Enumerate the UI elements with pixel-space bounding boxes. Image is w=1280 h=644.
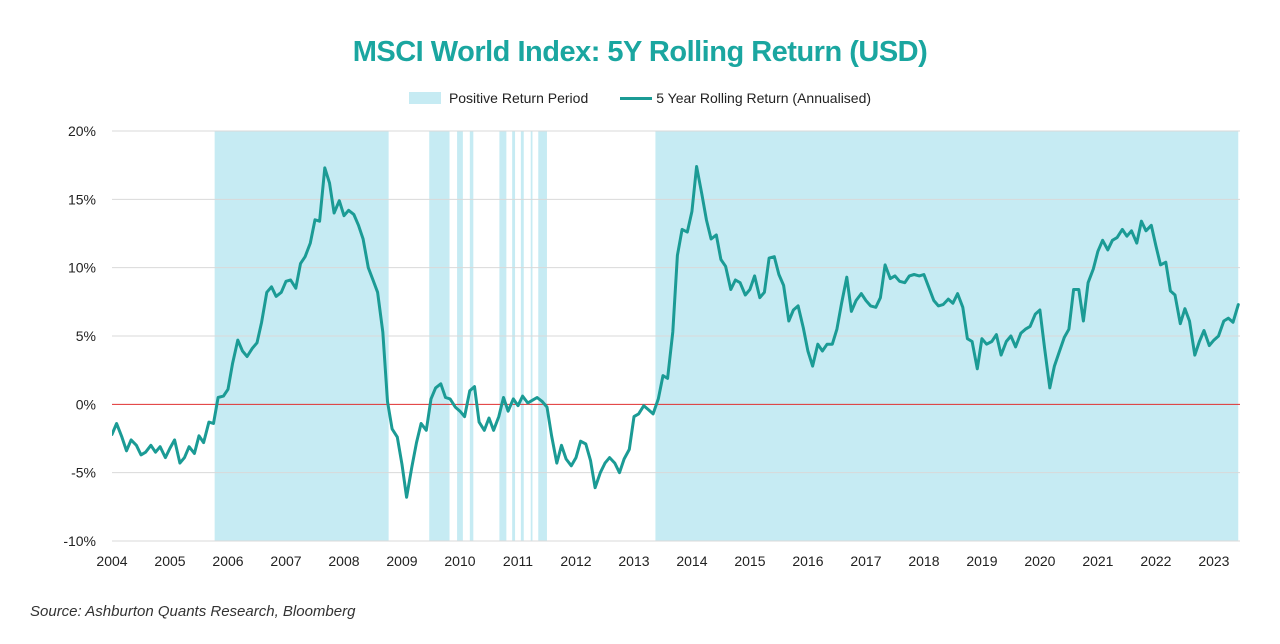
x-tick-label-19: 2023 xyxy=(1198,553,1229,569)
chart-legend: Positive Return Period 5 Year Rolling Re… xyxy=(0,90,1280,106)
x-tick-label-16: 2020 xyxy=(1024,553,1055,569)
x-tick-label-4: 2008 xyxy=(328,553,359,569)
legend-label-positive-period: Positive Return Period xyxy=(448,90,589,106)
x-tick-label-5: 2009 xyxy=(386,553,417,569)
y-tick-label-2: 0% xyxy=(76,396,96,412)
x-tick-label-12: 2016 xyxy=(792,553,823,569)
x-tick-label-7: 2011 xyxy=(503,553,533,569)
legend-swatch-area xyxy=(408,92,441,104)
x-tick-label-8: 2012 xyxy=(560,553,591,569)
x-tick-label-11: 2015 xyxy=(734,553,765,569)
x-tick-label-14: 2018 xyxy=(908,553,939,569)
y-tick-label-0: -10% xyxy=(63,533,96,549)
x-tick-label-10: 2014 xyxy=(676,553,707,569)
y-tick-label-1: -5% xyxy=(71,465,96,481)
legend-label-rolling-return: 5 Year Rolling Return (Annualised) xyxy=(656,90,872,106)
x-tick-label-2: 2006 xyxy=(212,553,243,569)
x-tick-label-9: 2013 xyxy=(618,553,649,569)
x-tick-label-0: 2004 xyxy=(96,553,127,569)
legend-item-positive-period: Positive Return Period xyxy=(408,90,589,106)
legend-item-rolling-return: 5 Year Rolling Return (Annualised) xyxy=(620,90,871,106)
x-tick-label-15: 2019 xyxy=(966,553,997,569)
x-tick-label-13: 2017 xyxy=(850,553,881,569)
source-note: Source: Ashburton Quants Research, Bloom… xyxy=(30,603,356,620)
x-tick-label-1: 2005 xyxy=(154,553,185,569)
y-tick-label-3: 5% xyxy=(76,328,96,344)
x-tick-label-6: 2010 xyxy=(444,553,475,569)
y-tick-label-4: 10% xyxy=(68,260,96,276)
y-tick-label-5: 15% xyxy=(68,191,96,207)
y-tick-label-6: 20% xyxy=(68,123,96,139)
x-tick-label-18: 2022 xyxy=(1140,553,1171,569)
y-axis-ticks: -10% -5% 0% 5% 10% 15% 20% xyxy=(63,123,96,549)
series-line-rolling-return xyxy=(112,165,1240,499)
chart-title: MSCI World Index: 5Y Rolling Return (USD… xyxy=(352,36,928,68)
x-tick-label-17: 2021 xyxy=(1082,553,1113,569)
series-group xyxy=(112,165,1240,499)
x-tick-label-3: 2007 xyxy=(270,553,301,569)
legend-swatch-line xyxy=(620,96,653,100)
x-axis-ticks: 2004 2005 2006 2007 2008 2009 2010 2011 2012 2013… xyxy=(96,553,1229,569)
